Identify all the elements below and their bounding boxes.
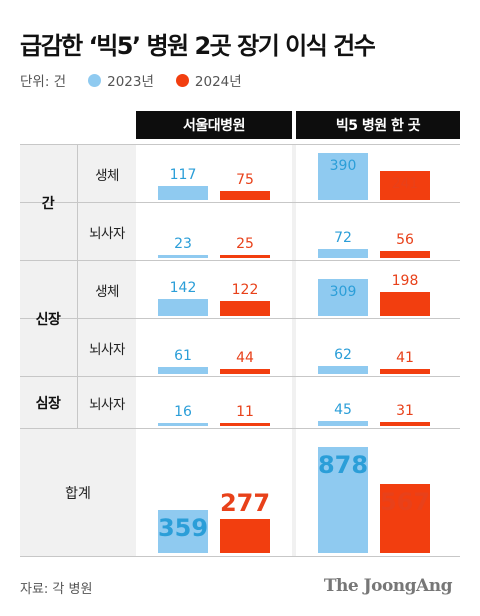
value-label-row-2-big5-2023: 309 (329, 283, 357, 300)
bar-row-1-snuh-2024 (220, 254, 270, 258)
value-label-row-4-big5-2024: 31 (396, 403, 414, 420)
bar-row-4-snuh-2023 (158, 423, 208, 426)
bar-row-2-snuh-2024 (220, 301, 270, 316)
bar-row-1-big5-2023 (318, 249, 368, 258)
row-divider-bottom (20, 556, 460, 557)
source-note: 자료: 각 병원 (20, 582, 93, 597)
unit-label: 단위: 건 (20, 74, 67, 90)
organ-label-0: 간 (41, 196, 55, 212)
bar-row-2-big5-2023 (318, 278, 368, 316)
legend-swatch-2024 (175, 73, 189, 87)
legend-swatch-2023 (88, 73, 102, 87)
value-label-row-1-big5-2024: 56 (396, 232, 414, 249)
bar-row-3-big5-2023 (318, 366, 368, 374)
value-label-row-3-big5-2024: 41 (396, 350, 414, 367)
bar-row-0-big5-2023 (318, 152, 368, 200)
value-label-row-2-snuh-2023: 142 (169, 279, 197, 296)
panel-cell-2-1 (296, 377, 460, 429)
bar-total-big5-2023 (318, 446, 368, 553)
bar-row-4-big5-2024 (380, 422, 430, 426)
row-divider-3 (20, 318, 460, 319)
bar-row-1-big5-2024 (380, 251, 430, 258)
row-divider-0 (20, 144, 460, 145)
value-label-row-0-big5-2023: 390 (329, 157, 357, 174)
legend: 단위: 건 2023년 2024년 (20, 70, 242, 90)
organ-label-2: 심장 (35, 396, 61, 412)
value-label-row-3-snuh-2024: 44 (236, 349, 254, 366)
value-label-row-2-snuh-2024: 122 (231, 282, 259, 299)
column-header-snuh: 서울대병원 (136, 111, 292, 139)
legend-item-2024: 2024년 (175, 70, 242, 90)
bar-total-snuh-2023 (158, 509, 208, 553)
panel-cell-2-0 (136, 377, 292, 429)
bar-row-3-big5-2024 (380, 369, 430, 374)
organ-divider-3 (77, 377, 78, 429)
bar-row-3-snuh-2023 (158, 366, 208, 374)
donor-label-3: 뇌사자 (89, 342, 125, 358)
donor-label-2: 생체 (95, 284, 119, 300)
row-divider-2 (20, 260, 460, 261)
donor-label-1: 뇌사자 (89, 226, 125, 242)
value-label-total-big5-2024: 567 (379, 488, 431, 517)
value-label-row-0-snuh-2023: 117 (169, 166, 197, 183)
row-divider-4 (20, 376, 460, 377)
row-divider-1 (20, 202, 460, 203)
organ-divider-1 (77, 145, 78, 261)
brand-logo: The JoongAng (323, 576, 453, 596)
value-label-total-snuh-2024: 277 (219, 489, 271, 518)
bar-row-1-snuh-2023 (158, 255, 208, 258)
chart-title: 급감한 ‘빅5’ 병원 2곳 장기 이식 건수 (20, 32, 376, 60)
value-label-row-0-snuh-2024: 75 (236, 171, 254, 188)
value-label-row-4-snuh-2023: 16 (174, 404, 192, 420)
value-label-total-snuh-2023: 359 (157, 513, 209, 542)
row-divider-5 (20, 428, 460, 429)
panel-cell-1-0 (136, 261, 292, 377)
value-label-row-1-snuh-2024: 25 (236, 235, 254, 252)
bar-row-0-snuh-2023 (158, 185, 208, 200)
donor-label-0: 생체 (95, 168, 119, 184)
bar-row-0-big5-2024 (380, 170, 430, 200)
value-label-row-3-big5-2023: 62 (334, 347, 352, 364)
total-label: 합계 (65, 485, 91, 502)
value-label-row-3-snuh-2023: 61 (174, 347, 192, 364)
bar-row-2-snuh-2023 (158, 298, 208, 316)
bar-row-4-big5-2023 (318, 420, 368, 426)
value-label-row-1-big5-2023: 72 (334, 230, 352, 247)
value-label-row-1-snuh-2023: 23 (174, 236, 192, 252)
value-label-row-4-big5-2023: 45 (334, 401, 352, 418)
organ-label-1: 신장 (35, 312, 61, 328)
bar-row-4-snuh-2024 (220, 423, 270, 426)
value-label-row-0-big5-2024: 241 (391, 175, 419, 192)
donor-label-4: 뇌사자 (89, 397, 125, 413)
bar-row-2-big5-2024 (380, 292, 430, 316)
organ-divider-2 (77, 261, 78, 377)
legend-item-2023: 2023년 (88, 70, 154, 90)
panel-cell-0-0 (136, 145, 292, 261)
legend-label-2024: 2024년 (194, 74, 242, 90)
bar-row-3-snuh-2024 (220, 368, 270, 374)
value-label-row-2-big5-2024: 198 (391, 273, 419, 290)
column-header-big5: 빅5 병원 한 곳 (296, 111, 460, 139)
bar-row-0-snuh-2024 (220, 190, 270, 200)
value-label-row-4-snuh-2024: 11 (236, 404, 254, 420)
value-label-total-big5-2023: 878 (317, 450, 369, 479)
bar-total-snuh-2024 (220, 519, 270, 553)
legend-label-2023: 2023년 (107, 74, 154, 90)
bar-total-big5-2024 (380, 484, 430, 553)
